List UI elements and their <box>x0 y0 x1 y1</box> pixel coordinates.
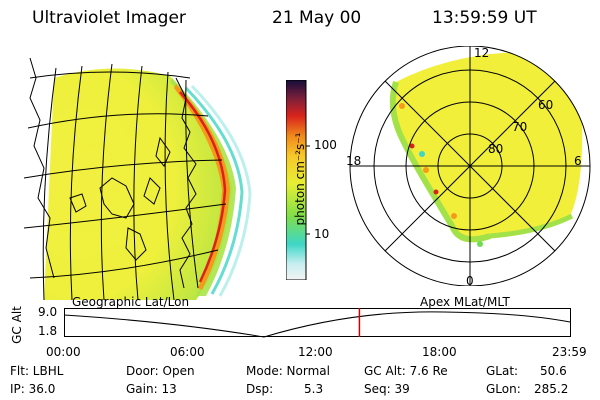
lat-label-70: 70 <box>512 120 528 134</box>
timeline-y-tick-1-8: 1.8 <box>38 324 58 338</box>
orbit-altitude-curve <box>64 311 571 338</box>
glat-label: GLat: <box>486 364 519 378</box>
polar-plot <box>349 46 591 286</box>
timeline-x-tick-1800: 18:00 <box>422 345 457 359</box>
time-label: 13:59:59 UT <box>432 8 537 28</box>
glon-label: GLon: <box>486 382 521 396</box>
timeline-x-tick-0600: 06:00 <box>170 345 205 359</box>
mlt-label-0: 0 <box>466 274 474 288</box>
limb-arc <box>179 91 227 283</box>
gc-alt-label: GC Alt: 7.6 Re <box>364 364 448 378</box>
mlt-label-6: 6 <box>574 154 582 168</box>
lat-label-80: 80 <box>488 142 504 156</box>
dsp-value: 5.3 <box>304 382 324 396</box>
coastline <box>29 57 197 289</box>
colorbar-tick-10: 10 <box>314 227 330 241</box>
timeline-y-label: GC Alt <box>10 306 24 344</box>
lat-label-60: 60 <box>538 98 554 112</box>
aurora-oval <box>392 52 583 240</box>
glat-value: 50.6 <box>540 364 567 378</box>
latlon-grid <box>23 63 227 300</box>
timeline-x-tick-0000: 00:00 <box>46 345 81 359</box>
colorbar-unit-label: photon cm⁻²s⁻¹ <box>293 132 307 226</box>
mode-label: Mode: Normal <box>246 364 330 378</box>
door-label: Door: Open <box>126 364 195 378</box>
timeline-x-tick-2359: 23:59 <box>552 345 587 359</box>
ip-label: IP: 36.0 <box>10 382 56 396</box>
seq-label: Seq: 39 <box>364 382 410 396</box>
date-label: 21 May 00 <box>272 8 362 28</box>
filter-label: Flt: LBHL <box>10 364 64 378</box>
timeline-y-tick-9: 9.0 <box>38 305 58 319</box>
instrument-title: Ultraviolet Imager <box>32 8 186 28</box>
colorbar <box>286 80 310 280</box>
gain-label: Gain: 13 <box>126 382 177 396</box>
dsp-label: Dsp: <box>246 382 274 396</box>
glon-value: 285.2 <box>534 382 569 396</box>
timeline-x-tick-1200: 12:00 <box>298 345 333 359</box>
timeline-left-title: Geographic Lat/Lon <box>72 295 190 309</box>
polar-grid <box>349 46 591 286</box>
dayglow-region <box>44 68 232 300</box>
mlt-label-12: 12 <box>474 46 490 60</box>
geographic-image <box>23 57 252 300</box>
mlt-label-18: 18 <box>346 154 362 168</box>
timeline-plot <box>64 308 571 338</box>
colorbar-tick-100: 100 <box>314 138 337 152</box>
timeline-right-title: Apex MLat/MLT <box>420 295 510 309</box>
